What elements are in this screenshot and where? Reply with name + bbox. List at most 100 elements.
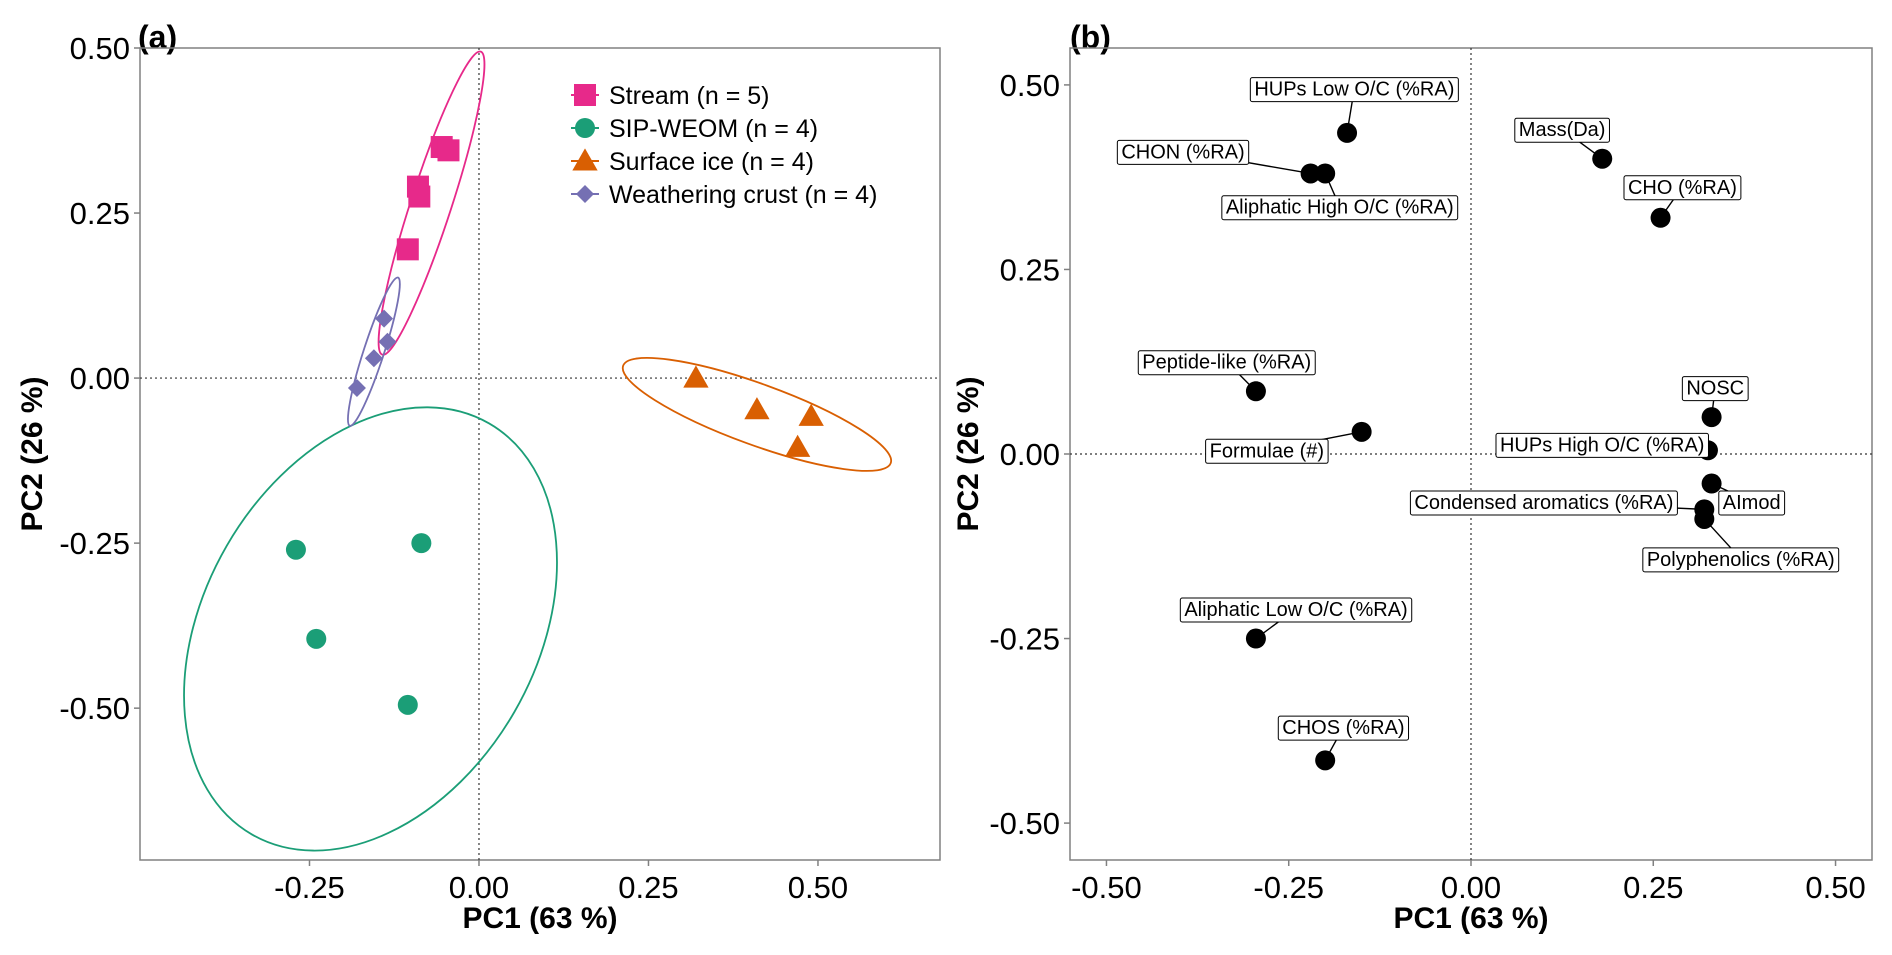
point-stream <box>396 238 419 261</box>
point-chon-ra <box>1300 163 1321 184</box>
panel-a-y-tick-label: 0.25 <box>70 196 130 231</box>
panel-a-y-tick-label: -0.25 <box>59 526 130 561</box>
label-box-cho-ra <box>1623 175 1742 201</box>
legend-label-surface-ice-n-4: Surface ice (n = 4) <box>609 148 814 176</box>
panel-b-label: (b) <box>1070 19 1111 55</box>
label-box-chos-ra <box>1277 715 1410 741</box>
point-weathering-crust <box>347 378 366 397</box>
label-hups-low-o-c-ra: HUPs Low O/C (%RA) <box>1249 77 1459 103</box>
ellipse-weathering-crust-n-4 <box>347 276 401 427</box>
label-text-polyphenolics-ra: Polyphenolics (%RA) <box>1647 549 1835 571</box>
point-sip-weom <box>411 533 432 554</box>
point-nosc <box>1701 407 1722 428</box>
label-polyphenolics-ra: Polyphenolics (%RA) <box>1642 547 1840 573</box>
label-aliphatic-high-o-c-ra: Aliphatic High O/C (%RA) <box>1221 195 1459 221</box>
point-aliphatic-low-o-c-ra <box>1245 628 1266 649</box>
point-surface-ice <box>784 434 811 457</box>
label-text-chon-ra: CHON (%RA) <box>1121 141 1244 163</box>
point-peptide-like-ra <box>1245 381 1266 402</box>
point-aimod <box>1701 473 1722 494</box>
ellipse-sip-weom-n-4 <box>183 406 558 852</box>
label-box-polyphenolics-ra <box>1642 547 1840 573</box>
panel-a-points <box>285 136 824 715</box>
label-box-formulae <box>1205 438 1329 464</box>
legend-label-stream-n-5: Stream (n = 5) <box>609 82 769 110</box>
panel-a: (a) -0.25 0.00 0.25 0.50 0.50 0.25 0.00 -0.25 -… <box>16 19 941 935</box>
panel-a-label: (a) <box>138 19 177 55</box>
legend-marker-sip-weom-n-4 <box>575 118 595 138</box>
panel-b-x-tick-label: 0.50 <box>1805 870 1865 905</box>
ellipse-surface-ice-n-4 <box>621 356 893 472</box>
panel-a-x-ticks: -0.25 0.00 0.25 0.50 <box>274 860 848 905</box>
point-stream <box>408 185 431 208</box>
panel-b: (b) HUPs Low O/C (%RA) CHON (%RA) Aliphati… <box>952 19 1873 935</box>
point-sip-weom <box>306 628 327 649</box>
panel-a-y-axis-title: PC2 (26 %) <box>16 376 49 531</box>
legend-marker-surface-ice-n-4 <box>572 148 598 171</box>
label-box-hups-low-o-c-ra <box>1249 77 1459 103</box>
label-box-aliphatic-low-o-c-ra <box>1179 597 1413 623</box>
panel-b-y-tick-label: -0.50 <box>989 806 1060 841</box>
point-aliphatic-high-o-c-ra <box>1315 163 1336 184</box>
panel-b-y-ticks: 0.50 0.25 0.00 -0.25 -0.50 <box>989 68 1070 841</box>
label-text-chos-ra: CHOS (%RA) <box>1282 717 1404 739</box>
point-mass-da <box>1592 148 1613 169</box>
panel-a-x-axis-title: PC1 (63 %) <box>462 902 617 935</box>
panel-b-x-axis-title: PC1 (63 %) <box>1393 902 1548 935</box>
panel-b-y-axis-title: PC2 (26 %) <box>952 376 985 531</box>
panel-b-y-tick-label: 0.50 <box>1000 68 1060 103</box>
label-box-chon-ra <box>1116 139 1250 165</box>
legend-label-weathering-crust-n-4: Weathering crust (n = 4) <box>609 181 877 209</box>
label-box-mass-da <box>1514 117 1610 143</box>
panel-a-y-tick-label: -0.50 <box>59 691 130 726</box>
label-chos-ra: CHOS (%RA) <box>1277 715 1410 741</box>
panel-b-points <box>1245 122 1722 771</box>
label-formulae: Formulae (#) <box>1205 438 1329 464</box>
label-text-mass-da: Mass(Da) <box>1519 119 1606 141</box>
legend-marker-weathering-crust-n-4 <box>576 185 594 203</box>
label-text-hups-low-o-c-ra: HUPs Low O/C (%RA) <box>1254 79 1454 101</box>
panel-b-x-tick-label: 0.25 <box>1623 870 1683 905</box>
label-text-formulae: Formulae (#) <box>1210 440 1324 462</box>
label-text-aliphatic-low-o-c-ra: Aliphatic Low O/C (%RA) <box>1184 599 1407 621</box>
point-polyphenolics-ra <box>1694 508 1715 529</box>
panel-a-y-tick-label: 0.50 <box>70 31 130 66</box>
panel-a-y-ticks: 0.50 0.25 0.00 -0.25 -0.50 <box>59 31 140 726</box>
point-surface-ice <box>798 403 824 426</box>
panel-b-x-tick-label: -0.25 <box>1253 870 1324 905</box>
panel-b-x-ticks: -0.50 -0.25 0.00 0.25 0.50 <box>1071 860 1866 905</box>
label-box-hups-high-o-c-ra <box>1495 432 1709 458</box>
point-sip-weom <box>397 694 418 715</box>
point-stream <box>437 139 460 162</box>
label-cho-ra: CHO (%RA) <box>1623 175 1742 201</box>
panel-a-zero-lines <box>140 48 940 860</box>
label-aimod: AImod <box>1718 490 1786 516</box>
panel-a-x-tick-label: -0.25 <box>274 870 345 905</box>
label-hups-high-o-c-ra: HUPs High O/C (%RA) <box>1495 432 1709 458</box>
label-chon-ra: CHON (%RA) <box>1116 139 1250 165</box>
point-formulae <box>1351 421 1372 442</box>
label-box-aliphatic-high-o-c-ra <box>1221 195 1459 221</box>
point-weathering-crust <box>375 309 394 328</box>
label-condensed-aromatics-ra: Condensed aromatics (%RA) <box>1409 490 1678 516</box>
panel-a-frame <box>139 47 941 861</box>
panel-b-y-tick-label: 0.25 <box>1000 252 1060 287</box>
panel-a-legend: Stream (n = 5) SIP-WEOM (n = 4) Surface ic… <box>571 82 877 209</box>
label-peptide-like-ra: Peptide-like (%RA) <box>1137 350 1316 376</box>
panel-a-ellipses <box>183 50 893 852</box>
panel-b-y-tick-label: -0.25 <box>989 622 1060 657</box>
panel-a-x-tick-label: 0.25 <box>618 870 678 905</box>
label-text-aimod: AImod <box>1723 492 1781 514</box>
panel-b-y-tick-label: 0.00 <box>1000 437 1060 472</box>
point-surface-ice <box>744 397 770 420</box>
panel-b-variable-labels: HUPs Low O/C (%RA) CHON (%RA) Aliphatic Hi… <box>1116 77 1840 741</box>
label-text-nosc: NOSC <box>1686 378 1744 400</box>
panel-a-y-tick-label: 0.00 <box>70 361 130 396</box>
point-surface-ice <box>683 365 709 388</box>
label-text-cho-ra: CHO (%RA) <box>1628 177 1737 199</box>
panel-a-x-tick-label: 0.50 <box>788 870 848 905</box>
label-text-aliphatic-high-o-c-ra: Aliphatic High O/C (%RA) <box>1226 197 1454 219</box>
panel-b-x-tick-label: -0.50 <box>1071 870 1142 905</box>
legend-marker-stream-n-5 <box>574 84 596 106</box>
